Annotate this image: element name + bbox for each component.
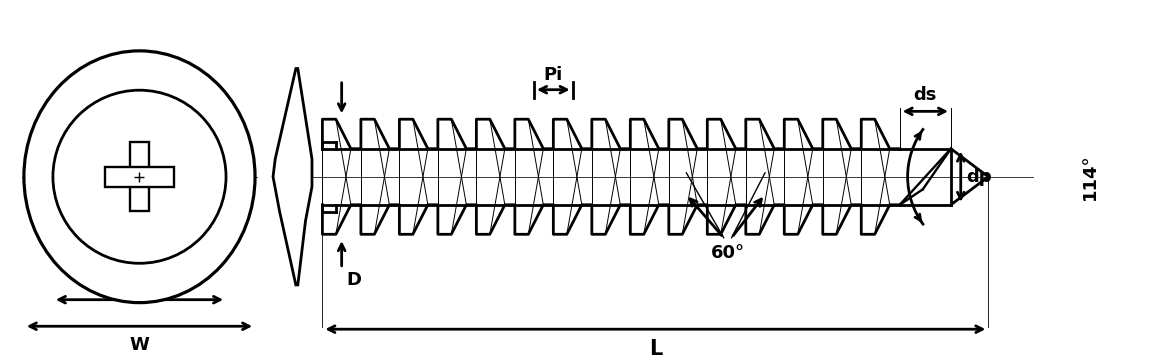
Text: dp: dp: [967, 168, 993, 186]
Circle shape: [53, 90, 226, 263]
Text: Pi: Pi: [544, 66, 563, 84]
Text: W: W: [130, 336, 149, 354]
Text: D: D: [347, 271, 362, 289]
Polygon shape: [273, 68, 312, 285]
Text: 114°: 114°: [1081, 154, 1098, 200]
Text: Dk: Dk: [125, 275, 154, 293]
Text: L: L: [649, 339, 662, 359]
Bar: [130, 142, 149, 211]
Ellipse shape: [23, 51, 255, 302]
Text: 60°: 60°: [710, 244, 744, 262]
Text: ds: ds: [914, 87, 936, 104]
Bar: [105, 167, 173, 187]
